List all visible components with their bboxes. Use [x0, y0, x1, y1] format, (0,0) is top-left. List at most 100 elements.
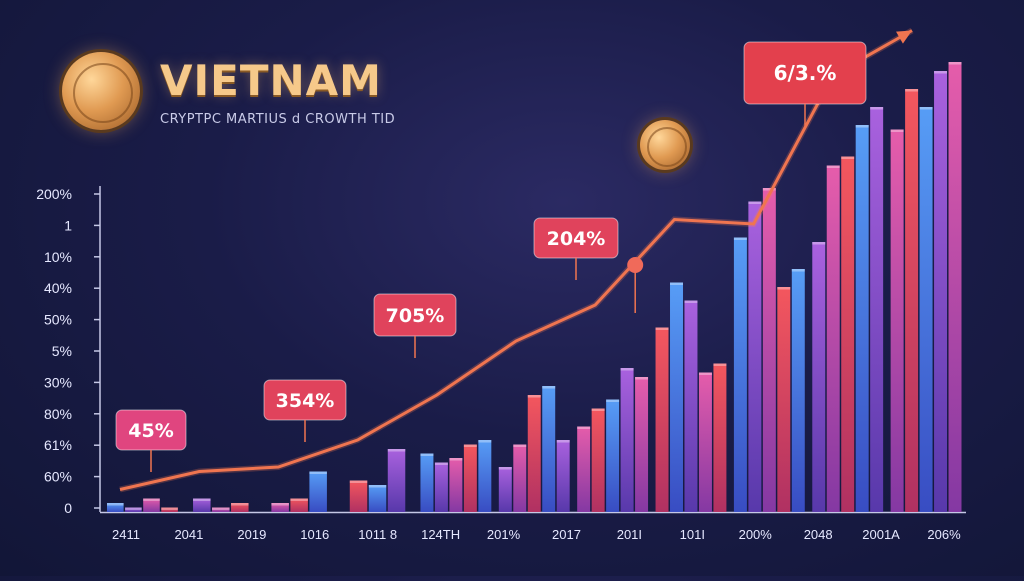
bar-highlight	[713, 363, 727, 366]
annotation-label: 45%	[128, 420, 173, 442]
x-tick-label: 2048	[804, 527, 833, 542]
bar	[161, 507, 178, 512]
bar	[193, 498, 211, 512]
bar-highlight	[684, 300, 698, 303]
bar-highlight	[107, 503, 124, 506]
bar-highlight	[527, 395, 541, 398]
bar	[791, 269, 805, 512]
bar	[125, 507, 142, 512]
bar-highlight	[812, 242, 826, 245]
x-tick-label: 1011 8	[358, 527, 397, 542]
annotation-callout: 705%	[373, 293, 457, 358]
bar	[919, 107, 933, 512]
bar	[748, 201, 762, 512]
bar	[591, 408, 605, 512]
y-tick-label: 40%	[44, 280, 72, 296]
bar-highlight	[271, 503, 289, 506]
bar	[478, 440, 492, 512]
y-tick-label: 60%	[44, 469, 72, 485]
x-tick-label: 2019	[237, 527, 266, 542]
bar-highlight	[556, 440, 570, 443]
bar	[420, 453, 434, 512]
bar	[463, 444, 477, 512]
y-tick-label: 80%	[44, 406, 72, 422]
x-tick-label: 2001A	[862, 527, 900, 542]
bar-highlight	[125, 507, 142, 510]
bar	[143, 498, 160, 512]
bar-highlight	[890, 129, 904, 132]
coin-emblem-icon	[647, 127, 687, 167]
trend-arrow-head	[896, 30, 912, 44]
annotation-label: 204%	[547, 228, 606, 250]
x-tick-label: 2411	[112, 527, 140, 542]
bar-highlight	[420, 453, 434, 456]
bar-highlight	[733, 237, 747, 240]
x-tick-label: 1016	[300, 527, 329, 542]
bar	[290, 498, 308, 512]
bar	[870, 107, 884, 512]
bar	[934, 71, 948, 512]
bar-highlight	[905, 89, 919, 92]
bar-highlight	[855, 125, 869, 128]
bar-highlight	[478, 440, 492, 443]
bar-highlight	[620, 368, 634, 371]
bar-highlight	[606, 399, 620, 402]
y-tick-label: 0	[64, 500, 72, 516]
bar	[948, 62, 962, 512]
bar	[812, 242, 826, 512]
annotation-callout: 6/3.%	[743, 41, 867, 126]
bar-highlight	[948, 62, 962, 65]
bar	[762, 188, 776, 512]
bars-layer	[107, 62, 962, 512]
coin-emblem-icon	[72, 62, 134, 124]
annotation-layer: 45% 354% 705% 204% 6/3.%	[115, 41, 867, 472]
y-tick-label: 1	[64, 217, 72, 233]
y-tick-label: 5%	[52, 343, 72, 359]
bar-highlight	[231, 503, 249, 506]
bar	[387, 449, 406, 512]
trend-line-layer	[119, 27, 914, 493]
bar-highlight	[577, 426, 591, 429]
x-tick-label: 2041	[174, 527, 203, 542]
bar-highlight	[670, 282, 683, 285]
bar-highlight	[212, 507, 230, 510]
annotation-label: 6/3.%	[774, 61, 837, 85]
bar-highlight	[349, 480, 368, 483]
annotation-callout: 45%	[115, 409, 187, 472]
x-tick-label: 124TH	[421, 527, 460, 542]
bar	[733, 237, 747, 512]
gold-coin-icon	[62, 52, 140, 130]
bar	[698, 372, 712, 512]
bar-highlight	[635, 377, 649, 380]
bar-highlight	[309, 471, 327, 474]
x-tick-label: 206%	[927, 527, 961, 542]
bar-highlight	[591, 408, 605, 411]
page-subtitle: CRYPTPC MARTIUS d CROWTH TID	[160, 112, 396, 127]
bar-highlight	[777, 287, 791, 290]
bar	[231, 503, 249, 512]
bar-highlight	[919, 107, 933, 110]
bar	[349, 480, 368, 512]
y-tick-label: 30%	[44, 374, 72, 390]
trend-line	[119, 29, 913, 491]
y-tick-label: 10%	[44, 249, 72, 265]
bar	[670, 282, 683, 512]
bar-highlight	[655, 327, 669, 330]
bar-highlight	[841, 156, 855, 159]
bar	[841, 156, 855, 512]
bar	[890, 129, 904, 512]
bar-highlight	[762, 188, 776, 191]
y-tick-label: 200%	[36, 186, 72, 202]
annotation-callout: 354%	[263, 379, 347, 442]
bar	[271, 503, 289, 512]
bar-highlight	[143, 498, 160, 501]
bar	[449, 458, 463, 512]
bar-highlight	[290, 498, 308, 501]
bar	[212, 507, 230, 512]
bar	[368, 485, 387, 512]
bar-highlight	[193, 498, 211, 501]
bar-highlight	[449, 458, 463, 461]
annotation-label: 354%	[276, 390, 335, 412]
